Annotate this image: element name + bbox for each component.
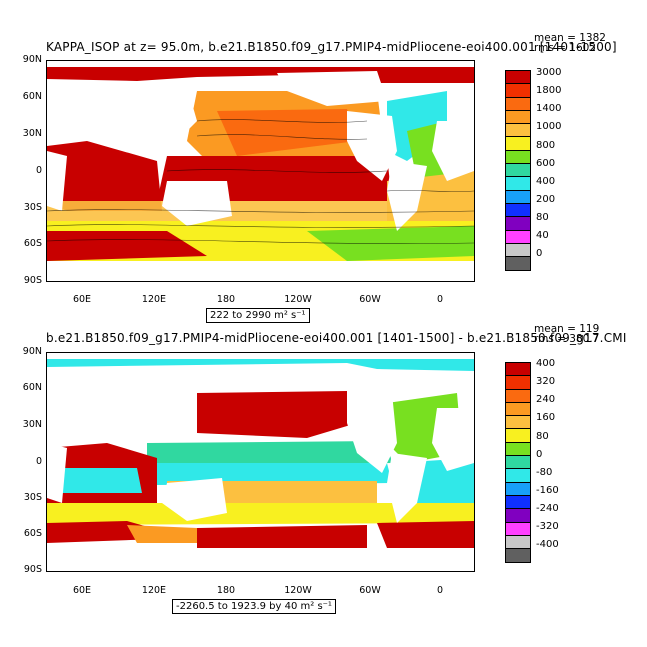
lat-label: 90N <box>22 346 42 357</box>
colorbar-label: 3000 <box>536 67 562 78</box>
colorbar-label: 80 <box>536 430 549 442</box>
colorbar-swatch <box>506 456 530 470</box>
colorbar-label: 40 <box>536 230 549 242</box>
colorbar-swatch <box>506 442 530 457</box>
lat-label: 60S <box>23 238 42 249</box>
panel-top-rms: rms = 1602 <box>534 42 597 54</box>
lon-label: 180 <box>216 585 236 596</box>
colorbar-swatch <box>506 549 530 563</box>
colorbar-swatch <box>506 137 530 151</box>
colorbar-label: -400 <box>536 539 559 551</box>
panel-bottom-title: b.e21.B1850.f09_g17.PMIP4-midPliocene-eo… <box>46 331 627 345</box>
colorbar-swatch <box>506 190 530 204</box>
range-box-top: 222 to 2990 m² s⁻¹ <box>206 308 310 323</box>
colorbar-label: 240 <box>536 394 556 406</box>
colorbar-swatch <box>506 203 530 218</box>
colorbar-swatch <box>506 177 530 191</box>
colorbar-swatch <box>506 522 530 536</box>
lat-label: 0 <box>35 165 42 176</box>
lat-label: 0 <box>35 456 42 467</box>
colorbar-swatch <box>506 363 530 377</box>
colorbar-label: 80 <box>536 212 549 224</box>
lon-label: 120W <box>284 585 312 596</box>
colorbar-swatch <box>506 469 530 483</box>
lat-label: 30N <box>22 419 42 430</box>
colorbar-label: 0 <box>536 248 543 260</box>
colorbar-swatch <box>506 84 530 98</box>
lon-label: 60W <box>359 585 381 596</box>
colorbar-top <box>505 70 531 272</box>
colorbar-label: 320 <box>536 376 556 388</box>
colorbar-swatch <box>506 509 530 523</box>
lon-label: 0 <box>436 294 444 305</box>
colorbar-label: 400 <box>536 175 556 187</box>
colorbar-label: 1800 <box>536 85 562 97</box>
lon-label: 60E <box>72 294 92 305</box>
lon-label: 120W <box>284 294 312 305</box>
lon-label: 0 <box>436 585 444 596</box>
lon-label: 120E <box>141 585 167 596</box>
colorbar-swatch <box>506 230 530 244</box>
lat-label: 60S <box>23 528 42 539</box>
colorbar-label: 600 <box>536 157 556 169</box>
colorbar-swatch <box>506 402 530 417</box>
colorbar-label: -240 <box>536 503 559 515</box>
panel-bottom-rms: rms = 380.7 <box>534 333 600 345</box>
colorbar-label: -80 <box>536 466 553 478</box>
lat-label: 30S <box>23 202 42 213</box>
panel-bottom-mean: mean = 119 <box>534 323 600 335</box>
lat-label: 90S <box>23 275 42 286</box>
colorbar-swatch <box>506 243 530 258</box>
lat-label: 60N <box>22 91 42 102</box>
panel-top-mean: mean = 1382 <box>534 32 606 44</box>
colorbar-label: -320 <box>536 521 559 533</box>
colorbar-swatch <box>506 389 530 403</box>
lat-label: 90S <box>23 564 42 575</box>
colorbar-label: -160 <box>536 484 559 496</box>
colorbar-label: 1000 <box>536 121 562 133</box>
lat-label: 30S <box>23 492 42 503</box>
colorbar-bottom <box>505 362 531 564</box>
colorbar-swatch <box>506 71 530 85</box>
colorbar-swatch <box>506 150 530 165</box>
lon-label: 180 <box>216 294 236 305</box>
colorbar-label: 160 <box>536 412 556 424</box>
colorbar-swatch <box>506 416 530 430</box>
colorbar-label: 1400 <box>536 103 562 115</box>
colorbar-label: 0 <box>536 448 543 460</box>
panel-top-title: KAPPA_ISOP at z= 95.0m, b.e21.B1850.f09_… <box>46 40 617 54</box>
lat-label: 60N <box>22 382 42 393</box>
colorbar-swatch <box>506 535 530 550</box>
colorbar-swatch <box>506 97 530 111</box>
colorbar-label: 400 <box>536 358 556 369</box>
colorbar-swatch <box>506 482 530 496</box>
lon-label: 60W <box>359 294 381 305</box>
colorbar-swatch <box>506 164 530 178</box>
lat-label: 90N <box>22 54 42 65</box>
colorbar-swatch <box>506 376 530 390</box>
map-bottom <box>46 352 475 572</box>
lon-label: 60E <box>72 585 92 596</box>
colorbar-swatch <box>506 257 530 271</box>
colorbar-label: 200 <box>536 193 556 205</box>
colorbar-swatch <box>506 429 530 443</box>
range-box-bottom: -2260.5 to 1923.9 by 40 m² s⁻¹ <box>172 599 336 614</box>
lat-label: 30N <box>22 128 42 139</box>
lon-label: 120E <box>141 294 167 305</box>
colorbar-swatch <box>506 124 530 138</box>
colorbar-swatch <box>506 110 530 125</box>
map-top <box>46 60 475 282</box>
colorbar-label: 800 <box>536 139 556 151</box>
colorbar-swatch <box>506 495 530 510</box>
colorbar-swatch <box>506 217 530 231</box>
